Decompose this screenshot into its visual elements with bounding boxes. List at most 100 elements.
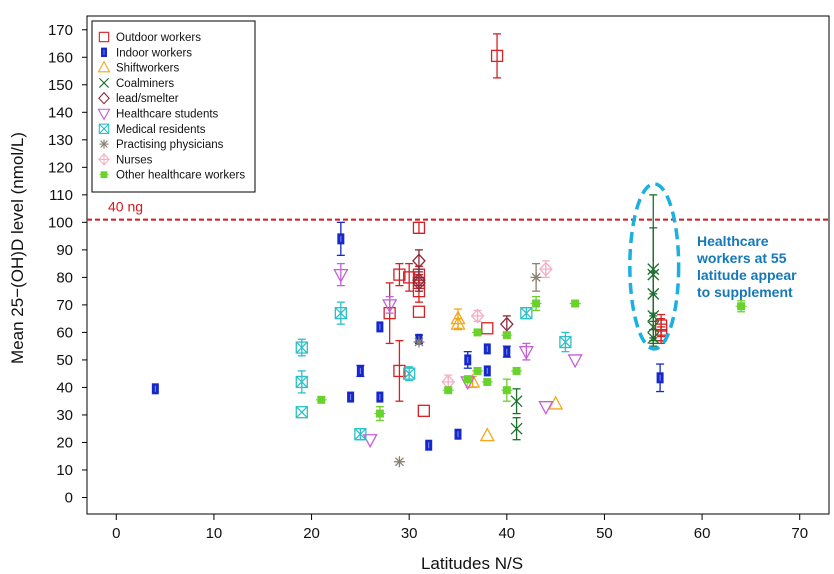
marker-stroke (647, 331, 660, 344)
annotation-text-line: latitude appear (697, 267, 797, 283)
data-point (450, 315, 466, 331)
data-point (518, 342, 534, 361)
marker-shape (98, 31, 110, 43)
data-point (334, 301, 347, 325)
marker-shape (333, 268, 349, 283)
y-tick-label: 20 (56, 434, 73, 451)
marker-shape (412, 275, 426, 291)
marker-shape (382, 299, 398, 314)
legend-item-coalminers: Coalminers (98, 77, 174, 90)
data-point (656, 363, 665, 393)
data-point (347, 391, 355, 403)
legend: Outdoor workers Indoor workers Shiftworker… (91, 20, 256, 193)
data-point (569, 299, 581, 308)
data-point (538, 401, 554, 416)
y-tick-label: 80 (56, 269, 73, 286)
x-tick-label: 40 (498, 525, 515, 542)
data-point (295, 406, 308, 419)
legend-marker (98, 77, 110, 88)
data-point (315, 395, 327, 404)
marker-stroke (295, 341, 308, 354)
marker-shape (499, 316, 514, 332)
data-point (559, 331, 572, 353)
reference-line-label: 40 ng (108, 199, 143, 215)
legend-item-healthcare-students: Healthcare students (97, 108, 219, 121)
marker-shape (393, 364, 406, 378)
y-tick-label: 60 (56, 324, 73, 341)
marker-shape (98, 123, 110, 135)
data-point (454, 428, 462, 440)
series-shiftworkers (450, 308, 564, 442)
y-tick-label: 70 (56, 297, 73, 314)
data-point (376, 321, 384, 333)
data-point (393, 456, 405, 468)
y-tick-label: 120 (48, 159, 73, 176)
y-tick-label: 150 (48, 77, 73, 94)
marker-shape (490, 49, 504, 63)
marker-shape (295, 375, 308, 389)
y-tick-label: 100 (48, 214, 73, 231)
marker-stroke (98, 123, 110, 134)
data-point (510, 388, 523, 415)
marker-stroke (647, 320, 660, 333)
data-point (442, 386, 454, 395)
marker-shape (412, 305, 426, 318)
legend-marker (98, 91, 110, 105)
data-point (425, 439, 433, 451)
marker-stroke (559, 336, 572, 348)
x-tick-label: 20 (303, 525, 320, 542)
data-point (413, 336, 425, 348)
data-point (354, 428, 367, 441)
legend-label: Medical residents (116, 124, 206, 136)
data-point (462, 375, 474, 384)
marker-shape (450, 315, 466, 330)
data-point (483, 343, 491, 355)
legend-label: Practising physicians (116, 139, 224, 151)
data-point (295, 338, 308, 357)
data-point (647, 329, 660, 347)
y-tick-label: 0 (65, 489, 73, 506)
marker-shape (567, 354, 583, 369)
marker-shape (417, 404, 430, 417)
marker-shape (393, 268, 406, 281)
marker-stroke (295, 375, 308, 388)
data-point (510, 417, 523, 441)
data-point (295, 370, 308, 394)
series-outdoor-workers (383, 33, 668, 417)
legend-box (91, 20, 256, 193)
series-layer (151, 33, 747, 468)
marker-shape (403, 367, 416, 380)
marker-shape (354, 428, 367, 441)
series-practising-physicians (393, 262, 542, 468)
data-point (356, 364, 365, 378)
data-point (538, 260, 553, 279)
legend-item-outdoor-workers: Outdoor workers (98, 31, 201, 44)
marker-shape (412, 221, 426, 235)
marker-shape (362, 434, 378, 449)
legend-marker (98, 123, 110, 135)
legend-marker (98, 153, 110, 166)
marker-shape (481, 322, 494, 335)
marker-stroke (98, 77, 110, 88)
marker-stroke (531, 272, 541, 282)
data-point (499, 315, 514, 334)
data-point (336, 221, 345, 257)
data-point (520, 306, 533, 320)
x-tick-label: 0 (112, 525, 120, 542)
legend-item-lead-smelter: lead/smelter (98, 91, 179, 105)
legend-marker-scale (99, 171, 109, 179)
legend-label: Indoor workers (116, 47, 192, 59)
y-axis-title: Mean 25−(OH)D level (nmol/L) (8, 132, 27, 364)
marker-stroke (510, 395, 523, 408)
data-point (382, 295, 398, 314)
marker-stroke (510, 422, 523, 435)
legend-marker-scale (97, 60, 111, 73)
data-point (481, 322, 494, 335)
legend-label: Shiftworkers (116, 63, 180, 75)
marker-stroke (354, 428, 367, 441)
data-point (333, 262, 349, 287)
legend-marker (97, 108, 111, 121)
series-healthcare-students (333, 262, 583, 449)
marker-shape (559, 335, 572, 349)
x-tick-label: 50 (596, 525, 613, 542)
